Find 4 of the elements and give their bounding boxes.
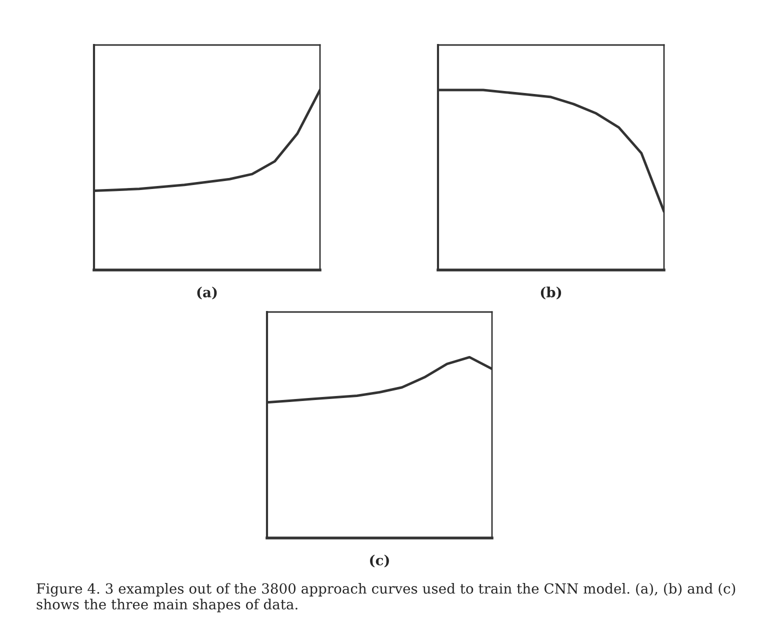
x-axis-title: (a) <box>197 286 217 300</box>
x-axis-title: (c) <box>370 554 389 568</box>
x-axis-title: (b) <box>540 286 562 300</box>
caption: Figure 4. 3 examples out of the 3800 approach curves used to train the CNN model. (a), (b) and (c) shows the three main shapes of data. <box>36 583 736 612</box>
